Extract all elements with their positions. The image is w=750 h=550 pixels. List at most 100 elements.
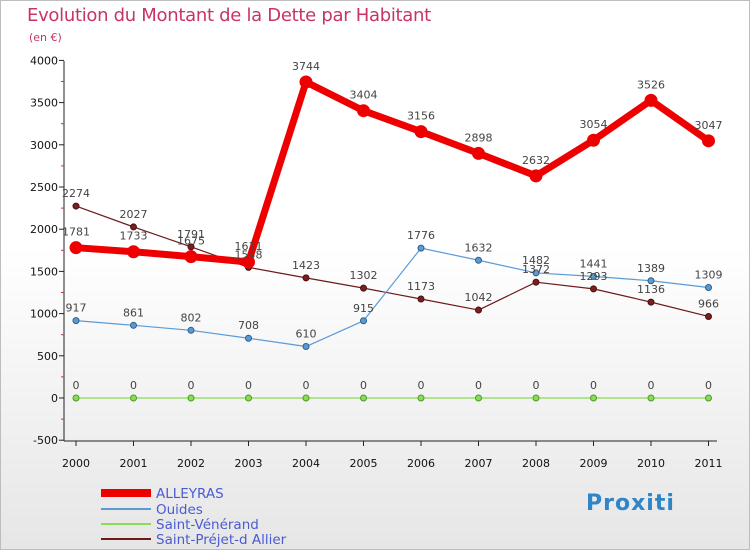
series-line-ouides [75,247,709,348]
data-point-saint-v-n-rand [705,394,712,402]
data-label-saint-pr-jet-d-allier: 1372 [522,263,550,276]
data-label-ouides: 917 [66,302,87,315]
data-point-saint-pr-jet-d-allier [360,284,367,292]
data-label-alleyras: 1675 [177,235,205,248]
data-label-ouides: 802 [181,311,202,324]
data-label-ouides: 1441 [580,257,608,270]
data-label-alleyras: 3744 [292,60,320,73]
x-tick-label: 2001 [120,457,148,470]
data-point-saint-pr-jet-d-allier [187,243,195,251]
series-line-alleyras [75,78,711,266]
data-label-saint-v-n-rand: 0 [418,379,425,392]
legend-label-ouides: Ouides [156,502,203,518]
data-label-saint-pr-jet-d-allier: 2027 [120,208,148,221]
chart-subtitle: (en €) [29,31,62,44]
data-label-alleyras: 3054 [580,118,608,131]
x-tick-label: 2004 [292,457,320,470]
data-label-alleyras: 1611 [235,240,263,253]
data-label-alleyras: 3526 [637,78,665,91]
data-label-saint-pr-jet-d-allier: 2274 [62,187,90,200]
data-point-alleyras [414,125,428,139]
data-label-saint-v-n-rand: 0 [360,379,367,392]
series-line-saint-pr-jet-d-allier [75,205,709,318]
data-point-ouides [130,321,137,329]
data-point-ouides [245,334,252,342]
proxiti-logo: Proxiti [586,491,675,516]
data-label-saint-pr-jet-d-allier: 966 [698,297,719,310]
data-label-ouides: 1632 [465,241,493,254]
data-label-saint-pr-jet-d-allier: 1791 [177,228,205,241]
data-point-saint-pr-jet-d-allier [302,274,310,282]
data-point-alleyras [357,104,370,118]
legend-label-saint-v-n-rand: Saint-Vénérand [156,517,259,533]
data-point-saint-pr-jet-d-allier [72,202,80,210]
data-point-saint-v-n-rand [647,394,655,402]
data-point-saint-v-n-rand [532,394,540,402]
x-tick-label: 2000 [62,457,90,470]
y-tick-label: 2000 [30,223,58,236]
data-point-alleyras [587,133,600,147]
data-point-saint-pr-jet-d-allier [705,312,712,320]
data-point-ouides [360,317,367,325]
data-point-ouides [647,277,655,285]
data-label-ouides: 708 [238,319,259,332]
y-tick-label: 3000 [30,139,58,152]
x-tick-label: 2011 [695,457,723,470]
data-point-alleyras [472,146,485,160]
x-tick-label: 2008 [522,457,550,470]
data-point-alleyras [127,245,140,259]
x-tick-label: 2009 [580,457,608,470]
x-tick-label: 2003 [235,457,263,470]
data-label-saint-v-n-rand: 0 [303,379,310,392]
data-point-saint-v-n-rand [187,394,195,402]
data-label-saint-pr-jet-d-allier: 1293 [580,270,608,283]
data-point-ouides [590,272,597,280]
data-point-saint-pr-jet-d-allier [130,223,137,231]
data-label-ouides: 1389 [637,262,665,275]
data-point-saint-pr-jet-d-allier [590,285,597,293]
data-point-saint-pr-jet-d-allier [532,278,540,286]
y-tick-label: -500 [33,434,58,447]
data-point-ouides [187,326,195,334]
data-label-saint-pr-jet-d-allier: 1136 [637,283,665,296]
data-label-alleyras: 2898 [465,131,493,144]
data-label-ouides: 861 [123,306,144,319]
x-tick-label: 2010 [637,457,665,470]
data-label-saint-pr-jet-d-allier: 1302 [350,269,378,282]
data-point-saint-v-n-rand [130,394,137,402]
data-point-saint-v-n-rand [360,394,367,402]
x-tick-label: 2006 [407,457,435,470]
chart-title: Evolution du Montant de la Dette par Hab… [27,5,431,26]
y-tick-label: 2500 [30,181,58,194]
data-label-saint-pr-jet-d-allier: 1042 [465,291,493,304]
y-tick-label: 3500 [30,97,58,110]
data-label-saint-pr-jet-d-allier: 1173 [407,280,435,293]
logo-text: Proxiti [586,491,675,516]
data-point-alleyras [69,241,83,255]
data-label-alleyras: 3156 [407,110,435,123]
data-point-saint-pr-jet-d-allier [417,295,425,303]
data-label-saint-pr-jet-d-allier: 1548 [235,248,263,261]
data-label-ouides: 610 [296,328,317,341]
x-tick-label: 2007 [465,457,493,470]
y-tick-label: 0 [51,392,58,405]
data-point-saint-v-n-rand [72,394,80,402]
data-label-saint-v-n-rand: 0 [188,379,195,392]
data-label-saint-v-n-rand: 0 [533,379,540,392]
data-label-saint-v-n-rand: 0 [705,379,712,392]
data-label-saint-v-n-rand: 0 [245,379,252,392]
data-point-ouides [302,343,310,351]
data-point-ouides [417,244,425,252]
data-point-saint-pr-jet-d-allier [647,298,655,306]
legend-label-alleyras: ALLEYRAS [156,486,224,502]
data-label-alleyras: 3404 [350,89,378,102]
data-point-ouides [72,317,80,325]
data-point-ouides [532,269,540,277]
data-label-saint-v-n-rand: 0 [590,379,597,392]
data-point-ouides [705,284,712,292]
data-point-alleyras [299,75,313,89]
data-label-saint-v-n-rand: 0 [648,379,655,392]
data-label-ouides: 1309 [695,269,723,282]
